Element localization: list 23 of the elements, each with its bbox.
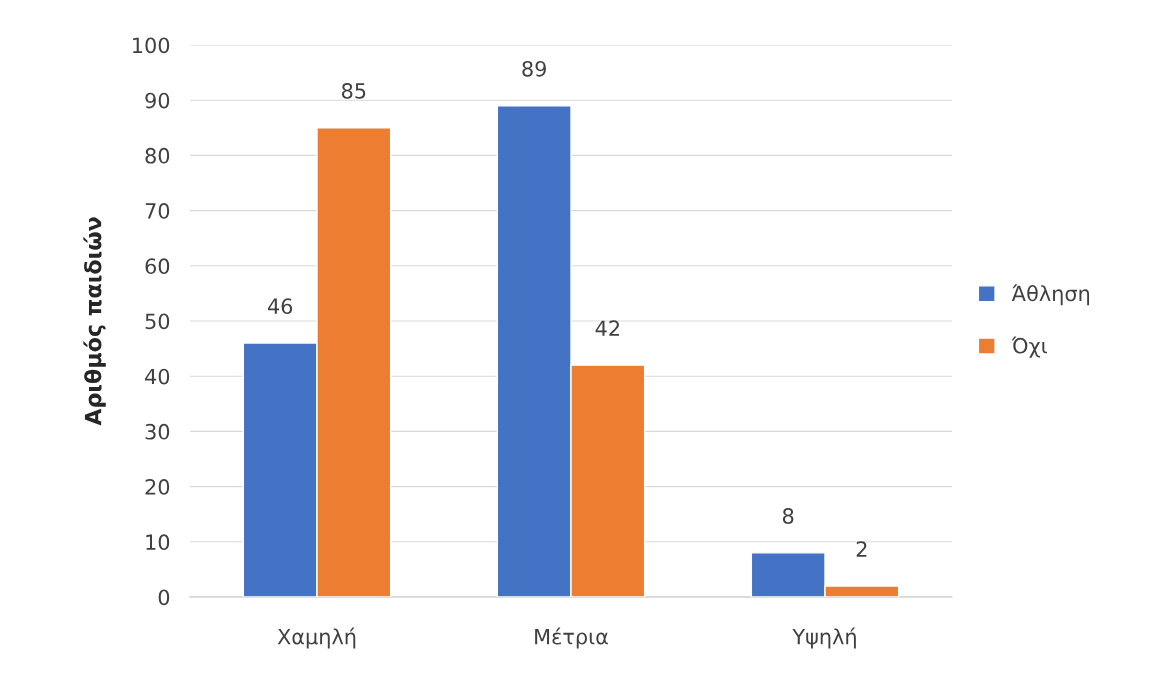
y-tick-label: 0 — [158, 589, 170, 606]
y-tick-label: 20 — [145, 479, 170, 495]
y-tick-label: 30 — [145, 423, 170, 440]
y-tick-label: 90 — [145, 92, 170, 109]
y-tick-label: 80 — [145, 147, 170, 164]
data-label: 8 — [782, 508, 794, 524]
y-tick-label: 40 — [145, 368, 170, 385]
legend-label: Άθληση — [1011, 284, 1090, 306]
data-label: 2 — [856, 541, 867, 557]
data-label: 46 — [267, 298, 293, 315]
y-tick-label: 10 — [146, 534, 170, 551]
y-tick-label: 60 — [145, 258, 170, 275]
legend-label: Όχι — [1011, 336, 1047, 358]
y-tick-label: 50 — [145, 313, 170, 330]
x-tick-label: Μέτρια — [535, 627, 608, 649]
x-tick-label: Υψηλή — [792, 627, 856, 649]
x-tick-label: Χαμηλή — [277, 627, 356, 649]
data-label: 89 — [522, 60, 546, 77]
y-axis-title: Αριθμός παιδιών — [83, 217, 106, 426]
data-label: 85 — [341, 83, 366, 99]
data-label: 42 — [595, 320, 619, 336]
y-tick-label: 100 — [133, 37, 170, 54]
y-tick-label: 70 — [145, 203, 170, 219]
